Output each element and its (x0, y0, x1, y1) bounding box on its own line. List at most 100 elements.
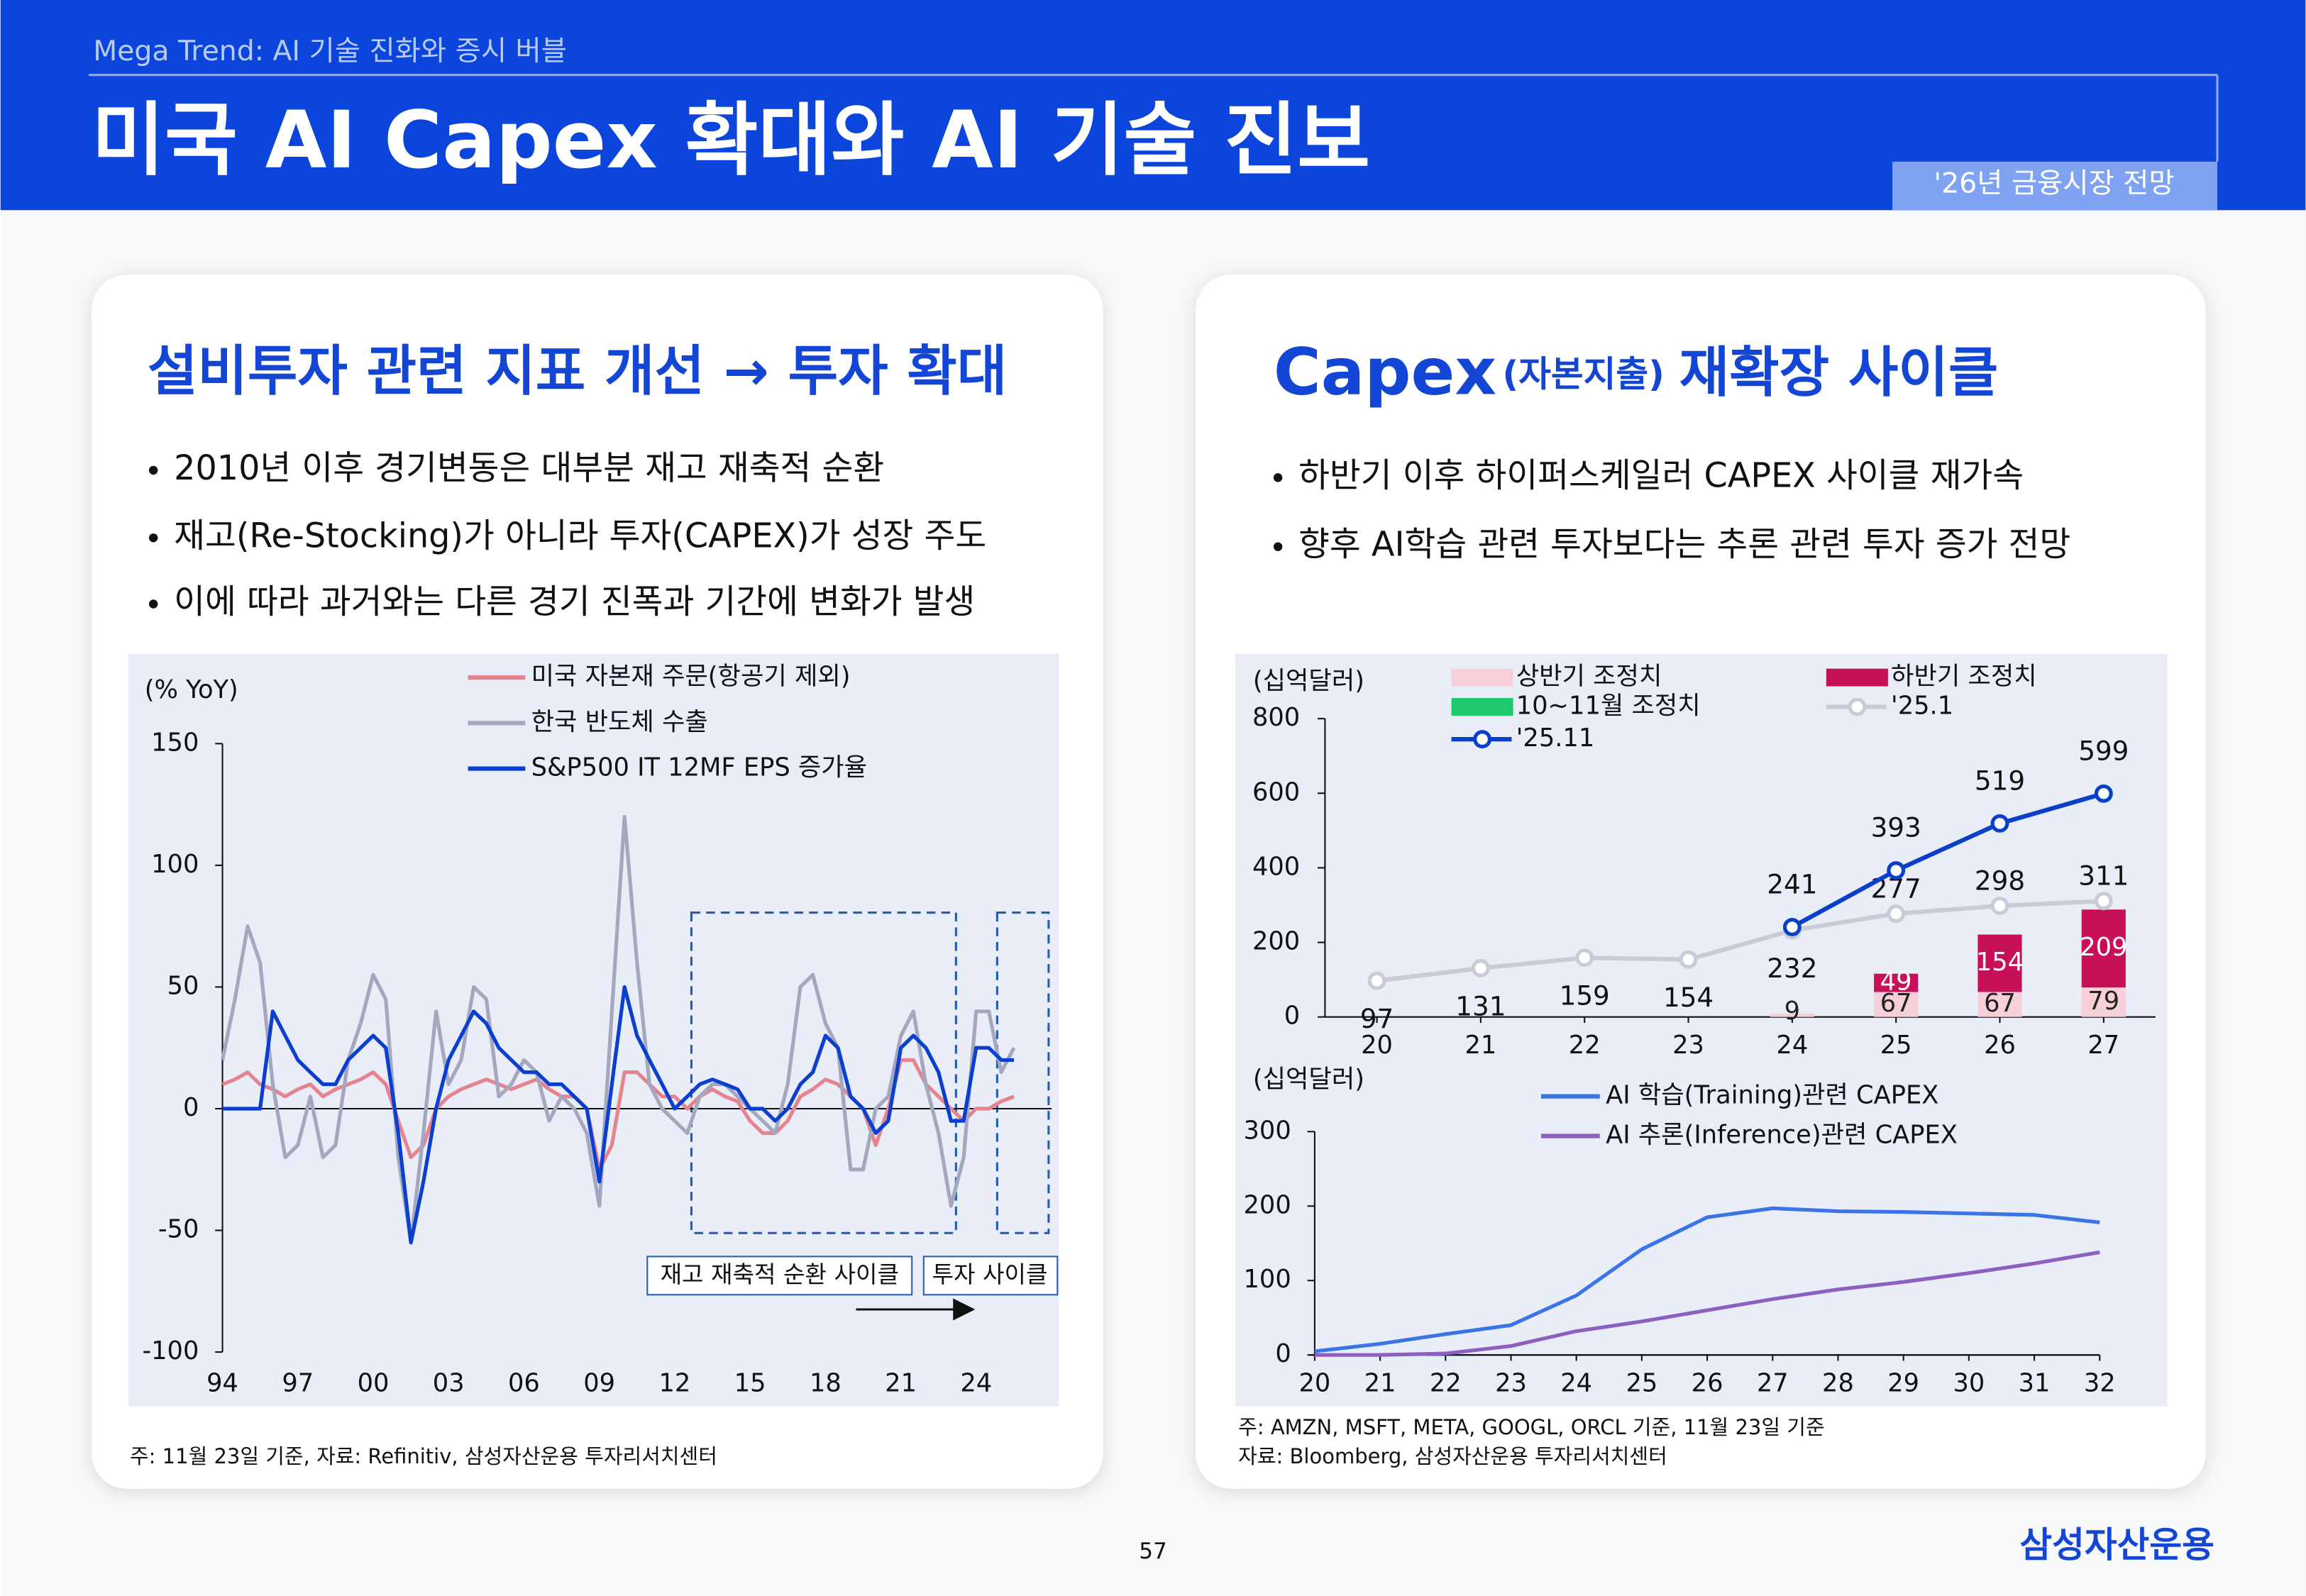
x-tick-label: 97 (282, 1369, 314, 1398)
cycle-box (995, 911, 1050, 1234)
x-tick-label: 21 (1464, 1031, 1496, 1060)
bullet: 2010년 이후 경기변동은 대부분 재고 재축적 순환 (174, 449, 884, 488)
legend-label: AI 추론(Inference)관련 CAPEX (1606, 1121, 1958, 1150)
bar (2081, 987, 2126, 1017)
point (1887, 861, 1906, 880)
x-tick-label: 29 (1887, 1369, 1919, 1398)
x-tick-label: 23 (1672, 1031, 1704, 1060)
chart-bg (1235, 653, 2168, 1407)
note: 주: AMZN, MSFT, META, GOOGL, ORCL 기준, 11월… (1238, 1415, 1824, 1439)
bullet: 향후 AI학습 관련 투자보다는 추론 관련 투자 증가 전망 (1298, 526, 2070, 565)
series-line (1377, 899, 2104, 983)
legend-label: 상반기 조정치 (1516, 662, 1662, 691)
y-tick-label: 800 (1252, 703, 1300, 732)
cycle-box (690, 911, 957, 1234)
legend-swatch (1451, 698, 1513, 716)
y-tick-label: 600 (1252, 777, 1300, 807)
point (2094, 784, 2113, 803)
x-tick-label: 26 (1692, 1369, 1723, 1398)
x-tick-label: 20 (1298, 1369, 1330, 1398)
header-tag: '26년 금융시장 전망 (1933, 167, 2174, 200)
series-line (1314, 1206, 2100, 1353)
x-tick-label: 31 (2019, 1369, 2051, 1398)
note: 주: 11월 23일 기준, 자료: Refinitiv, 삼성자산운용 투자리… (130, 1444, 717, 1468)
x-tick-label: 28 (1822, 1369, 1854, 1398)
bar (1977, 992, 2022, 1017)
bar-label: 9 (1784, 997, 1800, 1026)
point (1990, 897, 2009, 915)
point-label: 599 (2078, 735, 2129, 766)
x-tick-label: 21 (1364, 1369, 1396, 1398)
point (2094, 892, 2113, 911)
y-tick-label: 200 (1252, 927, 1300, 956)
y-tick-label: 0 (1284, 1002, 1300, 1031)
series-line (220, 814, 1016, 1245)
x-tick-label: 22 (1430, 1369, 1462, 1398)
x-tick-label: 15 (734, 1369, 766, 1398)
x-tick-label: 22 (1569, 1031, 1601, 1060)
bar-label: 154 (1976, 948, 2024, 977)
y-tick-label: -50 (158, 1215, 199, 1244)
series-line (1314, 1250, 2100, 1357)
bullet-dot (148, 465, 158, 475)
x-tick-label: 21 (885, 1369, 917, 1398)
bar (1770, 1013, 1814, 1017)
y-tick-label: 300 (1244, 1116, 1291, 1145)
point-label: 97 (1360, 1003, 1394, 1034)
legend-label: 한국 반도체 수출 (531, 707, 708, 736)
point (1990, 814, 2009, 833)
brand: 삼성자산운용 (2019, 1524, 2214, 1565)
bar-label: 79 (2087, 987, 2119, 1016)
point (1782, 918, 1802, 936)
point (1575, 948, 1594, 968)
bullet-dot (148, 599, 158, 609)
annotation: 투자 사이클 (932, 1260, 1048, 1288)
bar-label: 67 (1880, 989, 1912, 1018)
y-tick-label: 150 (151, 728, 199, 757)
legend-swatch (1826, 668, 1888, 687)
header-tag-box (1892, 161, 2217, 211)
bullet: 이에 따라 과거와는 다른 경기 진폭과 기간에 변화가 발생 (174, 583, 975, 622)
bullet: 재고(Re-Stocking)가 아니라 투자(CAPEX)가 성장 주도 (174, 516, 986, 555)
bar (1977, 934, 2022, 992)
x-tick-label: 00 (358, 1369, 390, 1398)
right-heading: Capex (자본지출) 재확장 사이클 (1274, 334, 1998, 409)
series-line (222, 985, 1015, 1245)
bar-label: 67 (1984, 989, 2016, 1018)
x-tick-label: 30 (1953, 1369, 1985, 1398)
y-axis-label: (십억달러) (1253, 666, 1364, 695)
y-tick-label: 200 (1244, 1190, 1291, 1219)
y-tick-label: 0 (183, 1093, 199, 1122)
x-tick-label: 27 (1757, 1369, 1789, 1398)
y-tick-label: 0 (1275, 1339, 1291, 1368)
bar (1874, 992, 1919, 1017)
x-tick-label: 06 (508, 1369, 540, 1398)
point (1471, 958, 1490, 977)
legend-label: 10~11월 조정치 (1516, 692, 1701, 721)
heading-main: Capex (1274, 334, 1496, 409)
heading-sub: (자본지출) (1502, 353, 1664, 394)
x-tick-label: 23 (1495, 1369, 1527, 1398)
x-tick-label: 24 (1560, 1369, 1592, 1398)
y-axis-label: (% YoY) (145, 675, 238, 704)
bullet-dot (148, 533, 158, 543)
x-tick-label: 25 (1880, 1031, 1912, 1060)
point-label: 154 (1663, 982, 1714, 1013)
bar-label: 49 (1880, 968, 1912, 997)
legend-label: 미국 자본재 주문(항공기 제외) (531, 662, 851, 691)
y-tick-label: 400 (1252, 852, 1300, 881)
heading-rest: 재확장 사이클 (1679, 341, 1999, 404)
point-label: 393 (1871, 812, 1921, 843)
header-title: 미국 AI Capex 확대와 AI 기술 진보 (92, 94, 1370, 187)
y-tick-label: 50 (167, 971, 199, 1000)
bar (2081, 909, 2126, 988)
header-subtitle: Mega Trend: AI 기술 진화와 증시 버블 (93, 35, 567, 67)
x-tick-label: 20 (1361, 1031, 1393, 1060)
y-tick-label: 100 (151, 850, 199, 879)
point (1679, 950, 1698, 969)
legend-label: S&P500 IT 12MF EPS 증가율 (531, 753, 867, 782)
point-label: 241 (1767, 868, 1817, 899)
x-tick-label: 32 (2084, 1369, 2116, 1398)
point-label: 311 (2078, 860, 2129, 892)
